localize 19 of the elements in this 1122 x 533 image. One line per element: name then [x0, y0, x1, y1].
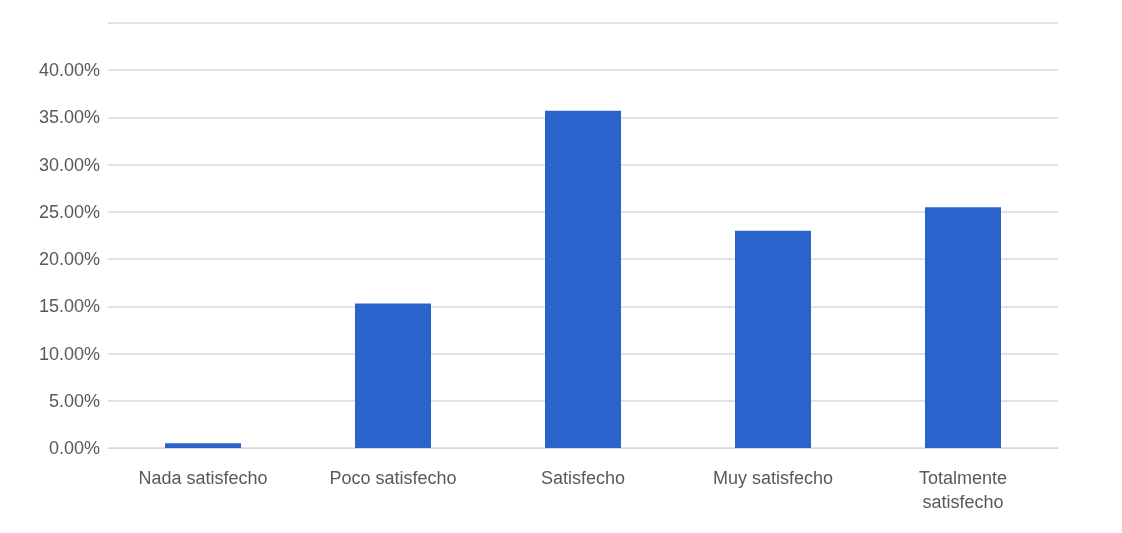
bar [925, 207, 1001, 448]
y-tick-label: 0.00% [48, 438, 100, 458]
y-tick-label: 30.00% [38, 154, 100, 175]
y-tick-label: 20.00% [38, 249, 100, 270]
x-tick-label: Poco satisfecho [329, 468, 457, 488]
bar [545, 110, 621, 448]
x-tick-label: Muy satisfecho [712, 468, 834, 488]
bar [355, 303, 431, 448]
y-tick-label: 35.00% [38, 107, 100, 128]
y-tick-label: 15.00% [38, 296, 100, 317]
x-tick-label: Nada satisfecho [138, 468, 268, 488]
bar [165, 443, 241, 448]
x-tick-label: Totalmente satisfecho [918, 468, 1008, 512]
y-tick-label: 25.00% [38, 201, 100, 222]
y-tick-label: 5.00% [48, 390, 100, 411]
y-tick-label: 10.00% [38, 343, 100, 364]
x-tick-label: Satisfecho [540, 468, 626, 488]
y-tick-label: 40.00% [38, 60, 100, 81]
bar [735, 230, 811, 448]
